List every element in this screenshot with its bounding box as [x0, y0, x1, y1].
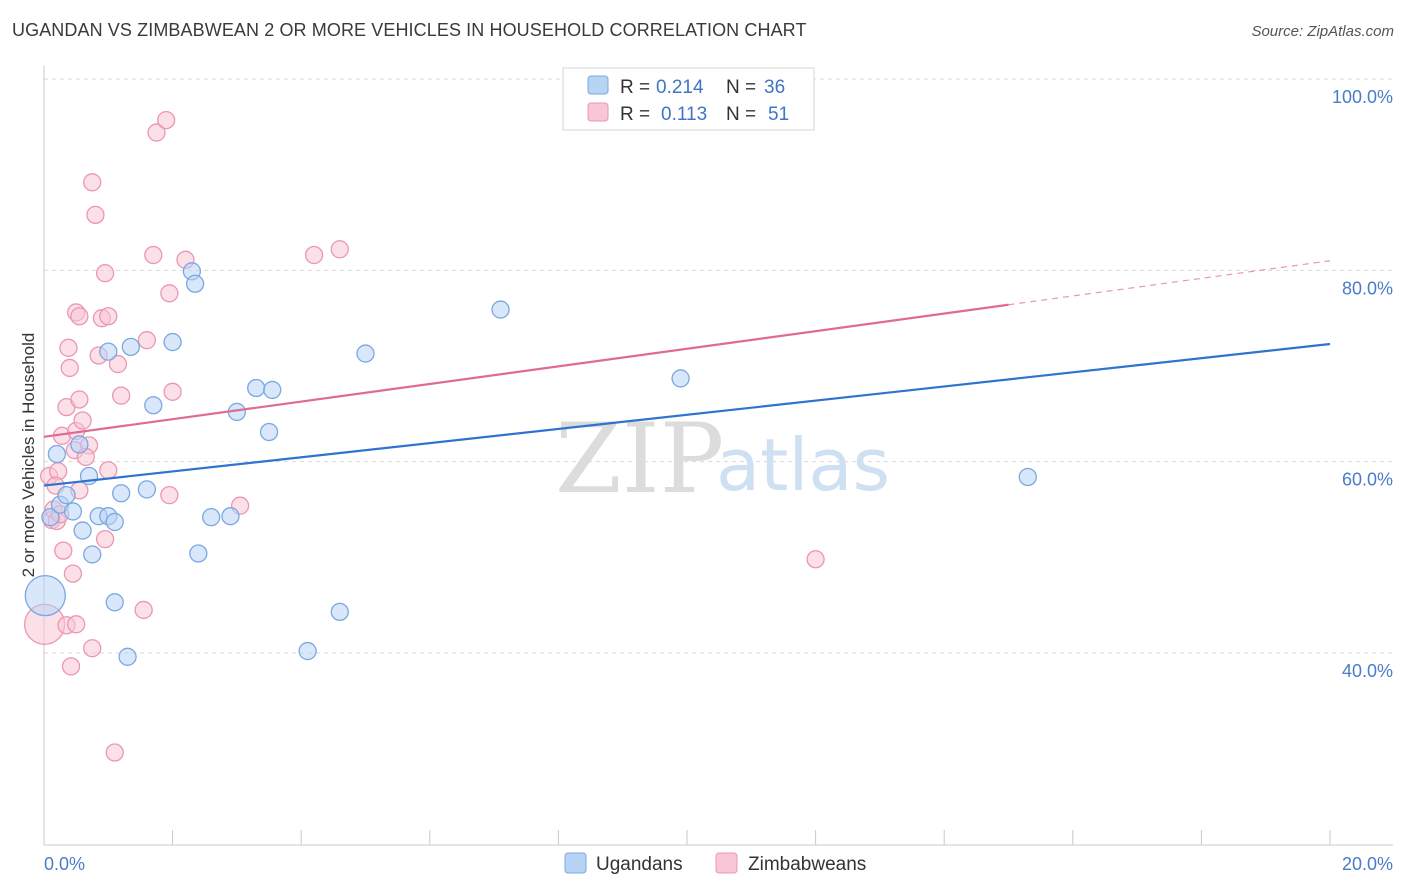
zimbabweans-trend-line [43, 303, 1009, 438]
zimbabweans-trend-extension [1008, 260, 1331, 306]
ugandans-point-17 [121, 337, 140, 357]
ugandans-point-14 [105, 593, 124, 612]
y-tick-label-60: 60.0% [1342, 470, 1393, 490]
ugandans-point-7 [73, 521, 92, 540]
ugandans-point-16 [118, 647, 137, 666]
x-tick-label-max: 20.0% [1342, 854, 1393, 874]
legend-n-label-ugandans: N = [726, 77, 756, 98]
zimbabweans-point-38 [157, 110, 176, 130]
legend-r-value-ugandans: 0.214 [656, 77, 704, 98]
ugandans-point-25 [221, 507, 240, 526]
trend-lines [43, 260, 1331, 487]
zimbabweans-point-34 [134, 600, 153, 620]
series-label-ugandans: Ugandans [596, 854, 683, 875]
series-swatch-zimbabweans [715, 852, 738, 874]
zimbabweans-point-12 [61, 657, 81, 676]
zimbabweans-point-31 [105, 743, 124, 762]
legend-r-label-zimbabweans: R = [620, 104, 650, 125]
zimbabweans-point-28 [95, 530, 115, 549]
zimbabweans-point-40 [160, 284, 179, 303]
zimbabweans-point-29 [99, 461, 118, 480]
ugandans-point-31 [330, 602, 349, 622]
zimbabweans-point-18 [70, 307, 89, 326]
zimbabweans-point-46 [806, 550, 825, 569]
ugandans-point-4 [57, 485, 76, 505]
ugandans-point-20 [163, 332, 182, 352]
y-axis-label: 2 or more Vehicles in Household [19, 333, 38, 578]
zimbabweans-point-16 [67, 615, 86, 634]
ugandans-point-23 [189, 544, 208, 563]
watermark: ZIP atlas [555, 403, 890, 515]
chart-title: UGANDAN VS ZIMBABWEAN 2 OR MORE VEHICLES… [12, 20, 807, 40]
series-label-zimbabweans: Zimbabweans [748, 854, 866, 875]
watermark-zip: ZIP [555, 403, 724, 515]
ugandans-point-29 [263, 380, 282, 400]
ugandans-point-32 [356, 344, 375, 363]
ugandans-point-1 [41, 508, 60, 527]
ugandans-trend-line [43, 342, 1331, 487]
legend-n-label-zimbabweans: N = [726, 104, 756, 125]
legend-r-value-zimbabweans: 0.113 [661, 104, 707, 125]
zimbabweans-point-20 [73, 411, 92, 430]
ugandans-point-30 [298, 641, 317, 661]
legend-n-value-zimbabweans: 51 [768, 104, 789, 125]
legend-swatch-ugandans [587, 75, 609, 95]
zimbabweans-point-41 [163, 382, 182, 401]
ugandans-point-2 [47, 444, 67, 464]
zimbabweans-point-35 [137, 331, 157, 350]
zimbabweans-point-37 [147, 123, 166, 142]
correlation-legend: R = 0.214 N = 36 R = 0.113 N = 51 [562, 67, 815, 131]
zimbabweans-point-10 [59, 338, 78, 357]
zimbabweans-point-30 [99, 307, 118, 326]
grid-lines [44, 78, 1393, 654]
legend-n-value-ugandans: 36 [764, 77, 785, 98]
y-tick-label-80: 80.0% [1342, 278, 1393, 298]
zimbabweans-point-11 [60, 358, 79, 378]
ugandans-point-9 [83, 545, 102, 564]
zimbabweans-point-19 [70, 390, 89, 409]
zimbabweans-point-45 [330, 240, 349, 259]
ugandans-point-0 [24, 574, 66, 617]
ugandans-point-28 [259, 422, 279, 442]
ugandans-point-18 [137, 480, 157, 499]
zimbabweans-point-13 [63, 564, 83, 583]
ugandans-point-24 [202, 508, 221, 527]
series-legend: Ugandans Zimbabweans [564, 852, 866, 875]
series-swatch-ugandans [564, 852, 587, 874]
y-tick-labels: 100.0% 80.0% 60.0% 40.0% [1332, 87, 1393, 681]
legend-swatch-zimbabweans [587, 102, 609, 122]
source-label: Source: ZipAtlas.com [1251, 23, 1394, 40]
zimbabweans-point-32 [108, 354, 128, 374]
ugandans-points [24, 262, 1037, 666]
zimbabweans-point-44 [304, 245, 324, 265]
ugandans-point-6 [70, 435, 89, 454]
zimbabweans-point-27 [95, 264, 115, 283]
zimbabweans-point-23 [83, 173, 102, 192]
zimbabweans-point-36 [144, 245, 163, 265]
zimbabweans-point-7 [54, 541, 73, 560]
ugandans-point-34 [671, 369, 690, 388]
ugandans-point-12 [99, 342, 118, 361]
legend-r-label-ugandans: R = [620, 77, 650, 98]
ugandans-point-35 [1018, 467, 1037, 487]
ugandans-point-5 [63, 502, 83, 521]
zimbabweans-point-33 [112, 386, 131, 405]
y-tick-label-40: 40.0% [1342, 661, 1393, 681]
ugandans-point-15 [112, 484, 131, 503]
ugandans-point-13 [105, 512, 124, 532]
zimbabweans-points [23, 110, 825, 762]
ugandans-point-19 [144, 396, 163, 415]
watermark-atlas: atlas [716, 423, 890, 507]
ugandans-point-27 [247, 378, 266, 398]
axes [43, 66, 1393, 846]
x-tick-label-min: 0.0% [44, 854, 85, 874]
zimbabweans-point-39 [160, 485, 179, 505]
zimbabweans-point-22 [83, 639, 102, 658]
ugandans-point-22 [185, 274, 205, 293]
zimbabweans-point-24 [86, 205, 105, 224]
ugandans-point-33 [491, 300, 510, 319]
y-tick-label-100: 100.0% [1332, 87, 1393, 107]
